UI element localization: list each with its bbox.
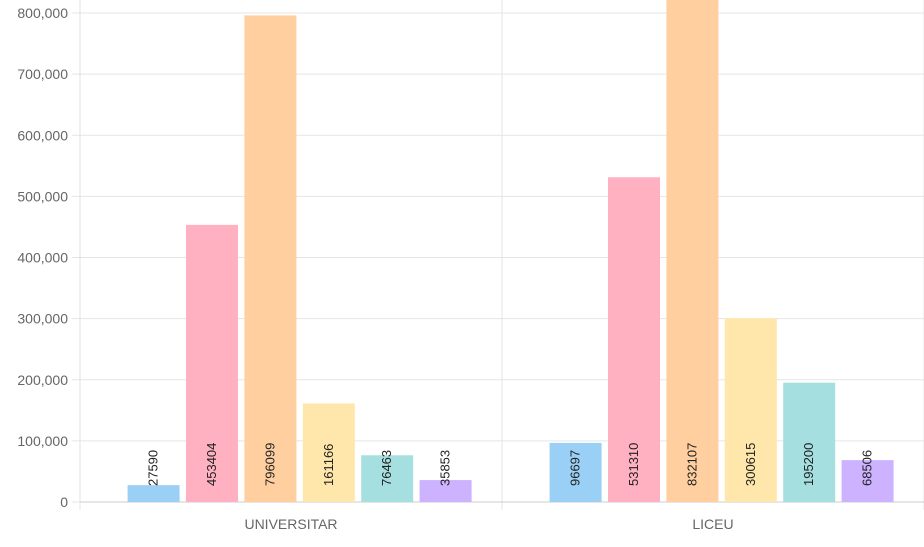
bars [127, 0, 894, 502]
y-tick-label: 300,000 [17, 311, 68, 327]
bar [419, 480, 472, 502]
data-labels: 27590 453404 796099 161166 76463 35853 96697 53… [146, 443, 875, 486]
y-tick-label: 0 [60, 494, 68, 510]
data-label: 453404 [204, 443, 219, 486]
y-tick-label: 600,000 [17, 127, 68, 143]
bar [608, 177, 660, 502]
y-axis-tick-labels: 0 100,000 200,000 300,000 400,000 500,000 600,… [17, 5, 68, 510]
category-labels: UNIVERSITAR LICEU [244, 516, 733, 532]
bar [244, 15, 297, 502]
bar [724, 318, 777, 502]
y-tick-label: 700,000 [17, 66, 68, 82]
data-label: 76463 [379, 450, 394, 486]
y-tick-label: 500,000 [17, 188, 68, 204]
data-label: 300615 [743, 443, 758, 486]
bar [783, 382, 836, 502]
data-label: 161166 [321, 444, 336, 486]
x-category-label: LICEU [692, 516, 733, 532]
data-label: 531310 [626, 443, 641, 486]
bar [841, 460, 894, 502]
data-label: 96697 [568, 450, 583, 486]
bar [127, 485, 180, 502]
data-label: 68506 [860, 450, 875, 486]
bar [186, 224, 238, 502]
bar [302, 403, 355, 502]
x-category-label: UNIVERSITAR [244, 516, 337, 532]
y-tick-label: 200,000 [17, 372, 68, 388]
y-tick-label: 100,000 [17, 433, 68, 449]
data-label: 35853 [438, 450, 453, 486]
data-label: 195200 [801, 443, 816, 486]
bar [666, 0, 719, 502]
data-label: 27590 [146, 450, 161, 486]
y-tick-label: 800,000 [17, 5, 68, 21]
y-tick-label: 400,000 [17, 250, 68, 266]
bar [361, 455, 414, 502]
data-label: 796099 [262, 443, 277, 486]
data-label: 832107 [684, 443, 699, 486]
bar [549, 442, 602, 502]
